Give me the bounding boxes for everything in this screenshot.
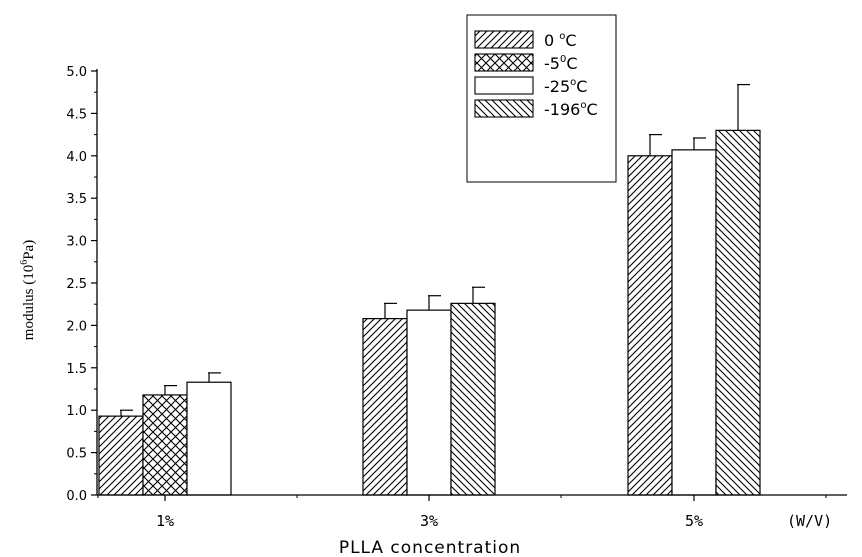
legend-swatch-cross bbox=[474, 53, 534, 72]
bar-diag-right bbox=[627, 155, 673, 496]
y-tick-label: 3.5 bbox=[66, 192, 87, 207]
y-tick-label: 2.5 bbox=[66, 277, 87, 292]
legend-swatch-diag-right bbox=[474, 30, 534, 49]
bar-diag-left bbox=[715, 129, 761, 496]
y-axis-title-main: modulus (10 bbox=[21, 265, 37, 340]
bar-diag-right bbox=[98, 415, 144, 496]
y-axis-title-unit: Pa) bbox=[21, 240, 37, 260]
legend-label: -50C bbox=[544, 54, 578, 73]
bar-open bbox=[186, 381, 232, 496]
y-tick-label: 4.5 bbox=[66, 107, 87, 122]
legend-label: 0 oC bbox=[544, 31, 577, 50]
x-tick-label: 5% bbox=[685, 512, 703, 530]
x-axis-title: PLLA concentration bbox=[339, 538, 521, 557]
x-tick-label: 1% bbox=[156, 512, 174, 530]
legend-swatch-diag-left bbox=[474, 99, 534, 118]
y-tick-label: 4.0 bbox=[66, 150, 87, 165]
bar-cross bbox=[142, 394, 188, 496]
bar-diag-left bbox=[450, 302, 496, 496]
legend: 0 oC -50C -25oC -196oC bbox=[466, 14, 617, 183]
legend-swatch-open bbox=[474, 76, 534, 95]
y-tick-label: 5.0 bbox=[66, 65, 87, 80]
y-tick-label: 0.5 bbox=[66, 447, 87, 462]
y-tick-label: 0.0 bbox=[66, 489, 87, 504]
y-tick-label: 3.0 bbox=[66, 235, 87, 250]
legend-label: -196oC bbox=[544, 100, 598, 119]
y-axis-title: modulus (106Pa) bbox=[19, 240, 37, 340]
y-axis-title-exponent: 6 bbox=[19, 260, 30, 265]
y-tick-label: 1.5 bbox=[66, 362, 87, 377]
y-tick-label: 1.0 bbox=[66, 404, 87, 419]
bar-open bbox=[406, 309, 452, 496]
legend-label: -25oC bbox=[544, 77, 587, 96]
x-unit-label: (W/V) bbox=[787, 512, 832, 530]
bar-open bbox=[671, 149, 717, 496]
x-tick-label: 3% bbox=[420, 512, 438, 530]
bar-diag-right bbox=[362, 318, 408, 496]
y-tick-label: 2.0 bbox=[66, 319, 87, 334]
